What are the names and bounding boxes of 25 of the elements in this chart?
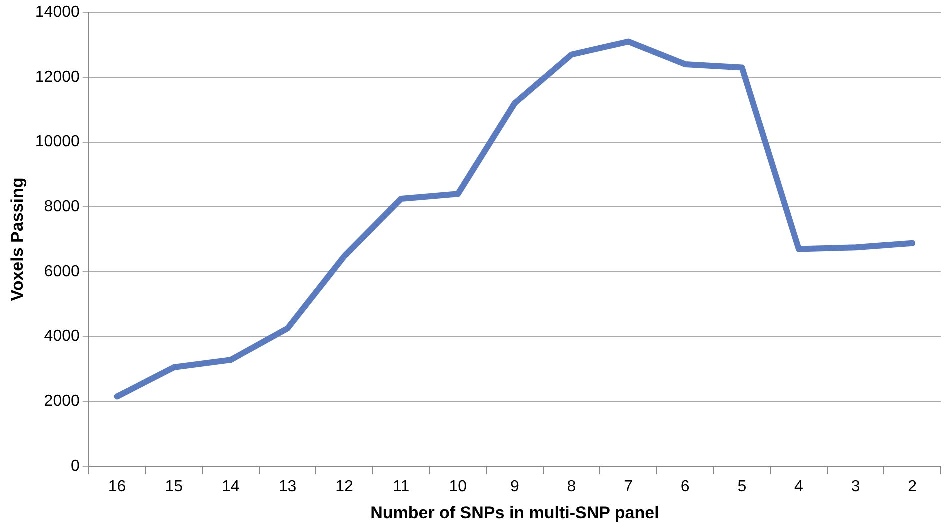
x-tick-label: 5 <box>738 478 747 496</box>
x-tick-label: 3 <box>851 478 860 496</box>
x-tick-label: 16 <box>108 478 126 496</box>
y-tick-label: 14000 <box>35 4 80 22</box>
x-tick-label: 6 <box>680 478 690 496</box>
y-tick-label: 2000 <box>44 392 80 410</box>
y-tick-label: 10000 <box>35 134 80 151</box>
y-tick-label: 4000 <box>44 328 80 346</box>
x-tick-label: 9 <box>510 478 520 496</box>
x-tick-label: 12 <box>336 478 354 496</box>
y-tick-label: 12000 <box>35 68 80 86</box>
y-tick-label: 6000 <box>44 263 80 280</box>
x-axis-title: Number of SNPs in multi-SNP panel <box>370 503 660 522</box>
x-tick-label: 4 <box>794 478 804 496</box>
y-tick-label: 8000 <box>44 198 80 216</box>
x-tick-label: 2 <box>908 478 918 496</box>
x-tick-label: 8 <box>567 478 576 496</box>
x-tick-label: 7 <box>624 478 634 496</box>
x-tick-label: 10 <box>449 478 468 496</box>
x-tick-label: 11 <box>393 478 410 496</box>
y-axis-title: Voxels Passing <box>8 178 27 302</box>
y-tick-label: 0 <box>70 458 80 475</box>
x-tick-label: 14 <box>222 478 240 496</box>
x-tick-label: 13 <box>278 478 297 496</box>
x-tick-label: 15 <box>165 478 184 496</box>
